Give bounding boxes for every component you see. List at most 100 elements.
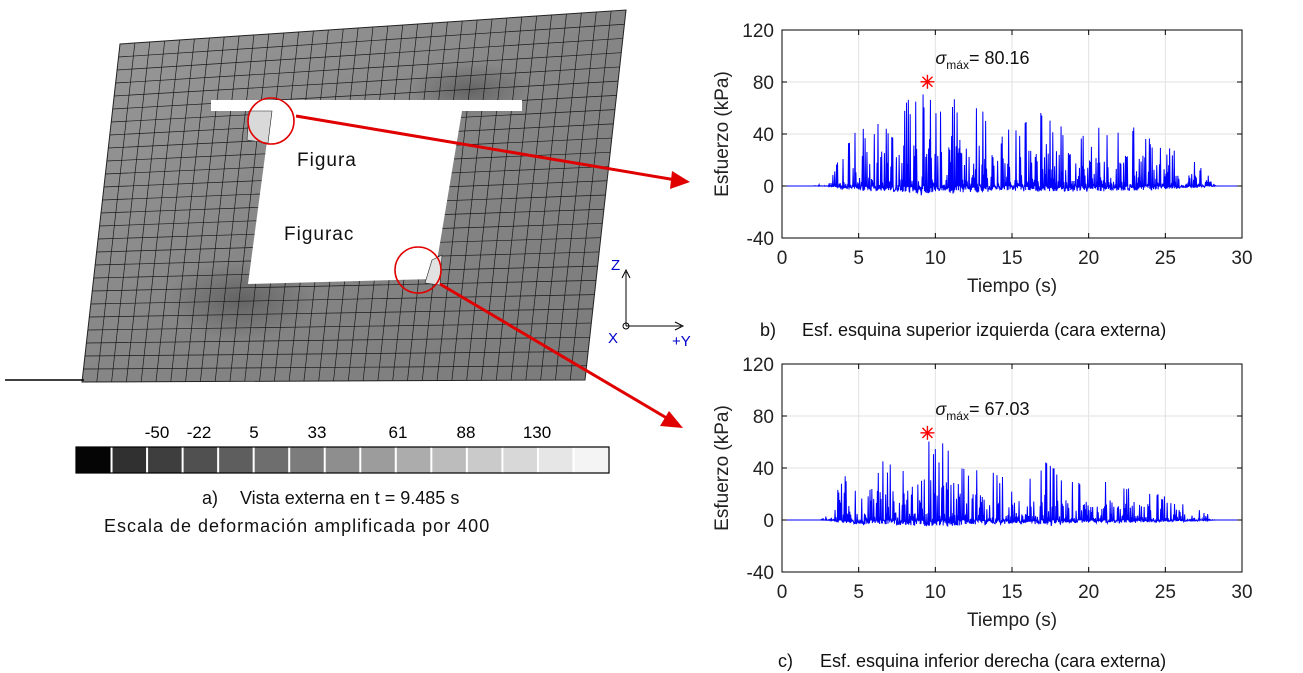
mesh-line-horizontal <box>118 23 625 58</box>
x-axis-label: Tiempo (s) <box>967 610 1057 631</box>
y-tick-label: 80 <box>753 73 774 94</box>
scale-swatch <box>253 447 290 473</box>
x-tick-label: 30 <box>1231 582 1252 603</box>
peak-annotation: σmáx= 80.16 <box>935 48 1029 72</box>
scale-border <box>75 446 610 474</box>
mesh-line-horizontal <box>90 294 595 305</box>
x-tick-label: 10 <box>925 248 946 269</box>
caption-b-letter: b) <box>760 320 777 340</box>
scale-swatch <box>289 447 326 473</box>
scale-swatch <box>182 447 219 473</box>
x-tick-label: 0 <box>777 248 788 269</box>
axis-triad <box>621 268 685 331</box>
scale-swatch <box>111 447 148 473</box>
arrowhead-b <box>670 171 690 189</box>
peak-annotation: σmáx= 67.03 <box>935 399 1029 423</box>
scale-swatch <box>431 447 468 473</box>
mesh-line-horizontal <box>89 308 593 318</box>
x-tick-label: 5 <box>853 582 864 603</box>
scale-swatch <box>218 447 255 473</box>
mesh-line-horizontal <box>84 351 589 357</box>
arrowhead-c <box>660 411 683 428</box>
x-tick-label: 15 <box>1001 582 1022 603</box>
scale-tick-label: -22 <box>187 423 212 442</box>
mesh-line-horizontal <box>114 66 620 97</box>
stress-series-line <box>782 441 1242 527</box>
scale-swatch <box>147 447 184 473</box>
annotation-symbol: σ <box>935 48 947 68</box>
corner-light-top <box>246 110 273 144</box>
x-tick-label: 25 <box>1155 248 1176 269</box>
stress-chart-bottom-right-corner: σmáx= 67.030 5 10 15 20 25 30-4004080120Tiempo… <box>712 355 1253 631</box>
scale-swatch <box>466 447 503 473</box>
axis-x-label: X <box>608 330 618 347</box>
caption-b-text: Esf. esquina superior izquierda (cara ex… <box>802 320 1167 340</box>
scale-swatch <box>502 447 539 473</box>
scale-tick-label: 33 <box>308 423 327 442</box>
scale-swatch <box>395 447 432 473</box>
scale-swatch <box>360 447 397 473</box>
peak-marker-stroke <box>921 76 933 88</box>
scale-note: Escala de deformación amplificada por 40… <box>104 516 491 536</box>
y-tick-label: -40 <box>747 229 774 250</box>
x-tick-label: 15 <box>1001 248 1022 269</box>
axis-z-label: Z <box>611 257 620 274</box>
x-tick-label: 20 <box>1078 582 1099 603</box>
scale-swatch <box>76 447 113 473</box>
y-tick-label: 120 <box>742 355 774 376</box>
x-tick-label: 20 <box>1078 248 1099 269</box>
y-tick-label: 120 <box>742 21 774 42</box>
peak-marker <box>920 74 935 89</box>
stress-series-line <box>782 94 1242 196</box>
stress-chart-top-left-corner: σmáx= 80.160 5 10 15 20 25 30-4004080120Tiempo… <box>712 21 1253 297</box>
y-tick-label: 80 <box>753 407 774 428</box>
arrow-line-b <box>295 114 677 182</box>
x-axis-label: Tiempo (s) <box>967 276 1057 297</box>
annotation-value: = 80.16 <box>969 48 1030 68</box>
mesh-line-horizontal <box>117 38 623 71</box>
highlight-circle-top <box>247 97 295 145</box>
window-slot <box>211 100 522 111</box>
caption-c-text: Esf. esquina inferior derecha (cara exte… <box>820 651 1167 671</box>
scale-tick-label: 130 <box>523 423 551 442</box>
axis-y-label: +Y <box>672 333 691 350</box>
x-tick-label: 5 <box>853 248 864 269</box>
x-tick-label: 10 <box>925 582 946 603</box>
y-tick-label: -40 <box>747 563 774 584</box>
x-tick-label: 0 <box>777 582 788 603</box>
hole-label-top: Figura <box>297 150 357 171</box>
mesh-line-horizontal <box>86 336 590 344</box>
y-axis-label: Esfuerzo (kPa) <box>712 405 733 531</box>
peak-marker <box>920 425 935 440</box>
mesh-line-horizontal <box>115 52 622 84</box>
caption-a-letter: a) <box>202 488 219 508</box>
x-tick-label: 25 <box>1155 582 1176 603</box>
color-scale-labels: -50 -22 5 33 61 88 130 <box>145 423 551 442</box>
annotation-subscript: máx <box>946 409 969 423</box>
scale-tick-label: 5 <box>249 423 258 442</box>
hole-label-bottom: Figurac <box>284 224 355 245</box>
scale-tick-label: 61 <box>389 423 408 442</box>
x-axis-origin <box>622 322 630 330</box>
annotation-symbol: σ <box>935 399 947 419</box>
caption-a-text: Vista externa en t = 9.485 s <box>240 488 460 508</box>
scale-swatch <box>324 447 361 473</box>
y-axis-head <box>674 321 685 331</box>
y-axis-label: Esfuerzo (kPa) <box>712 71 733 197</box>
callout-arrows <box>295 114 690 428</box>
x-tick-label: 30 <box>1231 248 1252 269</box>
window-opening <box>248 111 462 284</box>
highlight-circle-bottom <box>394 246 442 294</box>
y-tick-label: 0 <box>763 177 774 198</box>
scale-tick-label: -50 <box>145 423 170 442</box>
mesh-line-horizontal <box>112 80 619 110</box>
scale-swatch <box>573 447 610 473</box>
y-tick-label: 0 <box>763 511 774 532</box>
mesh-line-horizontal <box>83 365 587 370</box>
annotation-subscript: máx <box>946 58 969 72</box>
peak-marker-stroke <box>921 427 933 439</box>
mesh-line-horizontal <box>92 280 597 292</box>
scale-swatch <box>537 447 574 473</box>
y-tick-label: 40 <box>753 459 774 480</box>
